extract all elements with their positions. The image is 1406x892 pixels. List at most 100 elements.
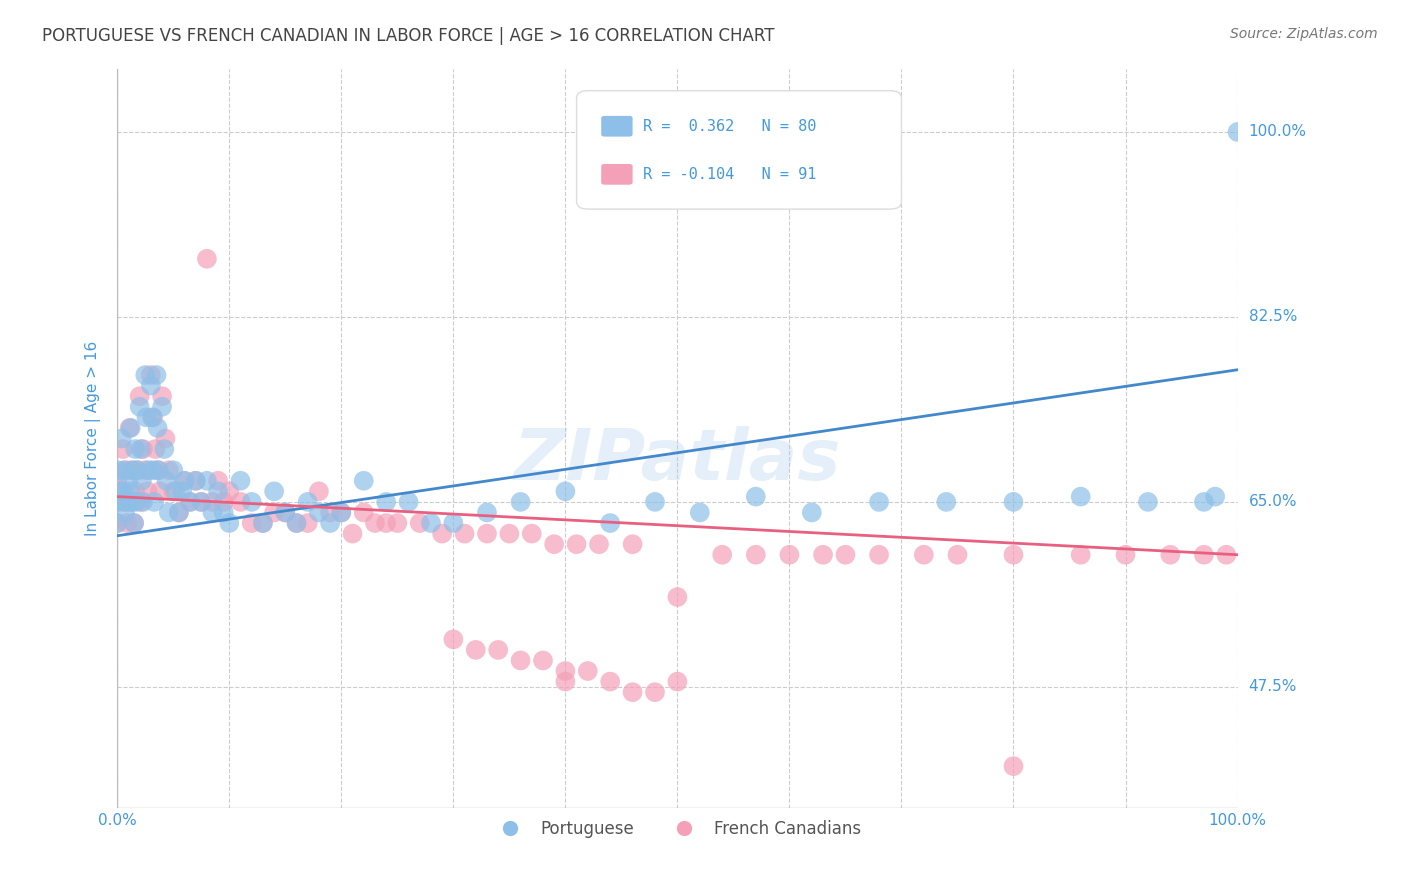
Point — [212, 506, 235, 520]
Point — [498, 526, 520, 541]
Point — [1002, 548, 1025, 562]
Point — [800, 506, 823, 520]
Point — [195, 474, 218, 488]
Point — [935, 495, 957, 509]
Point — [599, 516, 621, 530]
Point — [229, 495, 252, 509]
Point — [621, 537, 644, 551]
Point — [218, 484, 240, 499]
Point — [531, 653, 554, 667]
Point — [146, 463, 169, 477]
Point — [420, 516, 443, 530]
Point — [588, 537, 610, 551]
Point — [1070, 548, 1092, 562]
Point — [111, 432, 134, 446]
Point — [112, 495, 135, 509]
Point — [263, 484, 285, 499]
Point — [1192, 548, 1215, 562]
Point — [134, 368, 156, 382]
Point — [139, 378, 162, 392]
Point — [105, 495, 128, 509]
Point — [155, 432, 177, 446]
Point — [111, 484, 134, 499]
Point — [319, 516, 342, 530]
Point — [114, 506, 136, 520]
Point — [868, 548, 890, 562]
Point — [141, 410, 163, 425]
Point — [308, 484, 330, 499]
Point — [441, 632, 464, 647]
Text: Source: ZipAtlas.com: Source: ZipAtlas.com — [1230, 27, 1378, 41]
Text: 65.0%: 65.0% — [1249, 494, 1298, 509]
Point — [111, 442, 134, 456]
Point — [330, 506, 353, 520]
Point — [252, 516, 274, 530]
Point — [129, 442, 152, 456]
Point — [195, 252, 218, 266]
Point — [162, 484, 184, 499]
Legend: Portuguese, French Canadians: Portuguese, French Canadians — [486, 814, 868, 845]
Point — [122, 516, 145, 530]
Point — [105, 516, 128, 530]
Point — [143, 495, 166, 509]
Point — [155, 474, 177, 488]
Point — [353, 506, 375, 520]
Point — [520, 526, 543, 541]
Point — [364, 516, 387, 530]
Point — [134, 463, 156, 477]
Point — [143, 442, 166, 456]
Point — [132, 495, 155, 509]
Point — [689, 506, 711, 520]
Point — [811, 548, 834, 562]
Point — [142, 463, 165, 477]
Text: R =  0.362   N = 80: R = 0.362 N = 80 — [643, 119, 815, 134]
Point — [409, 516, 432, 530]
Point — [132, 442, 155, 456]
FancyBboxPatch shape — [602, 164, 633, 185]
Point — [118, 421, 141, 435]
Point — [117, 516, 139, 530]
Point — [145, 368, 167, 382]
Point — [285, 516, 308, 530]
Point — [172, 484, 194, 499]
Point — [565, 537, 588, 551]
Point — [297, 516, 319, 530]
Point — [430, 526, 453, 541]
Point — [118, 484, 141, 499]
Point — [218, 516, 240, 530]
Point — [179, 495, 201, 509]
Point — [745, 490, 768, 504]
Text: ZIPatlas: ZIPatlas — [513, 426, 841, 495]
Point — [212, 495, 235, 509]
Point — [124, 484, 146, 499]
Point — [319, 506, 342, 520]
Point — [201, 495, 224, 509]
Point — [868, 495, 890, 509]
Point — [150, 400, 173, 414]
Point — [554, 484, 576, 499]
Point — [124, 442, 146, 456]
Point — [190, 495, 212, 509]
Point — [342, 526, 364, 541]
Point — [121, 495, 143, 509]
Point — [240, 495, 263, 509]
Point — [138, 463, 160, 477]
Point — [297, 495, 319, 509]
Point — [1136, 495, 1159, 509]
Point — [122, 463, 145, 477]
Point — [127, 463, 149, 477]
Point — [136, 484, 159, 499]
Point — [115, 495, 138, 509]
Point — [165, 484, 187, 499]
Point — [353, 474, 375, 488]
Point — [475, 506, 498, 520]
Point — [105, 463, 128, 477]
Point — [576, 664, 599, 678]
Point — [387, 516, 409, 530]
Point — [464, 643, 486, 657]
Point — [1115, 548, 1137, 562]
Point — [554, 664, 576, 678]
Point — [207, 474, 229, 488]
Point — [1159, 548, 1181, 562]
Point — [135, 410, 157, 425]
